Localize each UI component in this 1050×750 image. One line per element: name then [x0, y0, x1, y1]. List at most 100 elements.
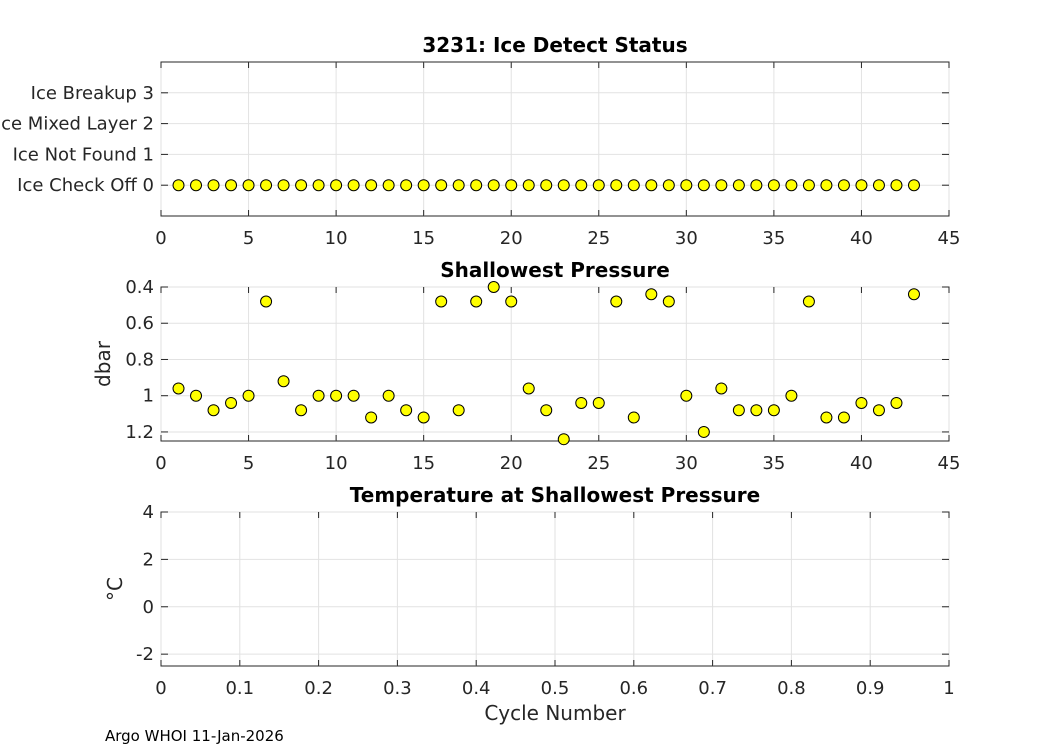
pressure-x-tick-label: 15 [412, 453, 435, 474]
ice-data-point [435, 179, 448, 192]
ice-data-point [417, 179, 430, 192]
pressure-data-point [225, 396, 238, 409]
ice-x-tick-label: 20 [500, 228, 523, 249]
pressure-data-point [627, 411, 640, 424]
pressure-data-point [365, 411, 378, 424]
pressure-x-tick-label: 40 [850, 453, 873, 474]
temperature-x-tick-label: 0.8 [777, 678, 806, 699]
ice-data-point [207, 179, 220, 192]
pressure-data-point [522, 382, 535, 395]
ice-data-point [505, 179, 518, 192]
ice-x-tick-label: 5 [243, 228, 254, 249]
pressure-data-point [802, 295, 815, 308]
pressure-data-point [785, 389, 798, 402]
pressure-data-point [207, 404, 220, 417]
pressure-y-tick-label: 0.6 [125, 313, 154, 334]
pressure-data-point [540, 404, 553, 417]
pressure-data-point [487, 281, 500, 293]
pressure-data-point [190, 389, 203, 402]
ice-data-point [487, 179, 500, 192]
ice-plot-area [160, 61, 950, 217]
ice-x-tick-label: 25 [587, 228, 610, 249]
pressure-y-tick-label: 0.4 [125, 277, 154, 298]
pressure-data-point [610, 295, 623, 308]
pressure-data-point [172, 382, 185, 395]
temperature-x-tick-label: 0.1 [225, 678, 254, 699]
ice-x-tick-label: 10 [325, 228, 348, 249]
ice-data-point [575, 179, 588, 192]
pressure-y-tick-label: 1.2 [125, 422, 154, 443]
pressure-data-point [417, 411, 430, 424]
ice-data-point [645, 179, 658, 192]
temperature-x-tick-label: 0.6 [619, 678, 648, 699]
temperature-x-tick-label: 1 [943, 678, 954, 699]
pressure-data-point [645, 288, 658, 301]
ice-data-point [837, 179, 850, 192]
ice-y-tick-label: Ice Breakup 3 [31, 83, 154, 104]
temperature-y-tick-label: 4 [143, 502, 154, 523]
footer-credit: Argo WHOI 11-Jan-2026 [105, 727, 284, 745]
ice-x-tick-label: 40 [850, 228, 873, 249]
pressure-data-point [715, 382, 728, 395]
ice-data-point [662, 179, 675, 192]
ice-status-panel: 0 5 10 15 20 25 30 35 40 45 Ice Check Off 0 Ice Not… [0, 33, 960, 249]
pressure-data-point [330, 389, 343, 402]
pressure-x-tick-label: 10 [325, 453, 348, 474]
pressure-data-point [872, 404, 885, 417]
pressure-data-point [592, 396, 605, 409]
pressure-data-point [505, 295, 518, 308]
ice-x-tick-label: 45 [938, 228, 961, 249]
pressure-data-point [452, 404, 465, 417]
ice-data-point [540, 179, 553, 192]
ice-data-point [277, 179, 290, 192]
ice-data-point [820, 179, 833, 192]
pressure-x-tick-label: 45 [938, 453, 961, 474]
ice-data-point [592, 179, 605, 192]
ice-data-point [680, 179, 693, 192]
ice-data-point [382, 179, 395, 192]
pressure-data-point [295, 404, 308, 417]
ice-data-point [557, 179, 570, 192]
pressure-data-point [732, 404, 745, 417]
pressure-data-point [435, 295, 448, 308]
ice-data-point [627, 179, 640, 192]
pressure-data-point [312, 389, 325, 402]
pressure-data-point [820, 411, 833, 424]
ice-data-point [400, 179, 413, 192]
pressure-panel: 0 5 10 15 20 25 30 35 40 45 0.4 0.6 0.8 1 1.2 Shallowe… [91, 258, 960, 474]
ice-x-tick-label: 30 [675, 228, 698, 249]
temperature-x-tick-label: 0.9 [856, 678, 885, 699]
ice-data-point [365, 179, 378, 192]
ice-data-point [260, 179, 273, 192]
pressure-data-point [767, 404, 780, 417]
ice-data-point [312, 179, 325, 192]
temperature-x-tick-label: 0.7 [698, 678, 727, 699]
ice-data-point [470, 179, 483, 192]
ice-data-point [522, 179, 535, 192]
pressure-data-point [890, 396, 903, 409]
ice-data-point [330, 179, 343, 192]
ice-data-point [907, 179, 920, 192]
pressure-data-point [750, 404, 763, 417]
pressure-data-point [277, 375, 290, 388]
pressure-y-tick-label: 1 [143, 386, 154, 407]
temperature-x-tick-label: 0.3 [383, 678, 412, 699]
temperature-y-tick-label: 2 [143, 549, 154, 570]
pressure-data-point [907, 288, 920, 301]
pressure-data-point [400, 404, 413, 417]
ice-y-tick-label: Ice Not Found 1 [13, 144, 154, 165]
pressure-data-point [347, 389, 360, 402]
temperature-x-tick-label: 0.4 [462, 678, 491, 699]
temperature-x-tick-label: 0.5 [541, 678, 570, 699]
ice-data-point [802, 179, 815, 192]
pressure-data-point [242, 389, 255, 402]
temperature-y-tick-label: -2 [136, 644, 154, 665]
ice-data-point [872, 179, 885, 192]
ice-data-point [452, 179, 465, 192]
pressure-x-tick-label: 5 [243, 453, 254, 474]
pressure-plot-area [160, 286, 950, 442]
ice-data-point [697, 179, 710, 192]
ice-data-point [715, 179, 728, 192]
ice-data-point [347, 179, 360, 192]
